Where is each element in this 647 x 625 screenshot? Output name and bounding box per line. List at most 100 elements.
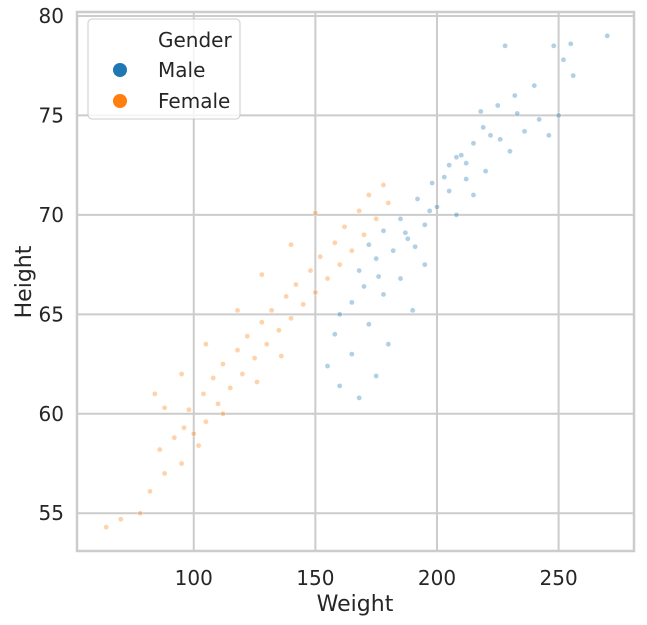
legend-box — [87, 18, 241, 120]
data-point-female — [203, 418, 209, 425]
data-point-male — [434, 204, 440, 210]
data-point-male — [507, 148, 513, 155]
data-point-female — [178, 371, 185, 377]
legend-marker-male — [113, 63, 127, 77]
legend: Gender Male Female — [87, 18, 241, 120]
data-point-female — [203, 341, 209, 347]
data-point-female — [181, 424, 187, 431]
data-point-male — [332, 331, 338, 338]
data-point-male — [373, 373, 379, 379]
data-point-male — [555, 112, 562, 119]
data-point-male — [521, 128, 528, 135]
data-point-male — [453, 212, 460, 218]
data-point-female — [373, 216, 379, 222]
data-point-female — [161, 470, 168, 477]
data-point-male — [397, 216, 404, 222]
data-point-female — [244, 333, 251, 339]
data-point-male — [385, 341, 392, 347]
data-point-female — [366, 192, 372, 198]
data-point-male — [366, 241, 372, 248]
y-tick-label: 75 — [39, 103, 64, 127]
data-point-female — [288, 315, 294, 322]
tick-labels: 100 150 200 250 55 60 65 70 75 80 — [39, 4, 578, 590]
x-tick-label: 150 — [296, 566, 334, 590]
data-point-male — [356, 267, 362, 274]
data-point-female — [356, 208, 362, 214]
data-point-female — [103, 524, 109, 530]
data-point-female — [195, 442, 202, 449]
data-point-male — [356, 395, 362, 401]
x-tick-label: 100 — [175, 566, 213, 590]
legend-label-male: Male — [158, 58, 205, 82]
data-point-female — [254, 379, 260, 385]
data-point-male — [422, 261, 428, 268]
y-tick-label: 65 — [39, 302, 64, 326]
data-point-male — [494, 102, 501, 109]
data-point-female — [234, 347, 241, 353]
data-point-male — [397, 275, 404, 282]
y-tick-label: 60 — [39, 402, 64, 426]
data-point-male — [390, 247, 397, 254]
data-point-female — [307, 267, 314, 274]
data-point-male — [458, 152, 465, 159]
data-point-male — [380, 227, 387, 234]
data-point-male — [531, 82, 538, 89]
data-point-male — [480, 124, 486, 131]
data-point-male — [512, 92, 518, 99]
data-point-female — [361, 231, 367, 238]
data-point-male — [477, 108, 484, 115]
data-point-male — [560, 56, 567, 63]
data-point-male — [412, 243, 418, 250]
data-point-female — [317, 253, 324, 260]
data-point-male — [446, 162, 452, 168]
x-axis-label: Weight — [317, 592, 394, 617]
data-point-female — [186, 406, 192, 413]
data-point-male — [349, 351, 355, 357]
data-point-female — [263, 341, 270, 347]
data-points — [103, 33, 611, 530]
data-point-male — [429, 180, 435, 186]
data-point-female — [349, 247, 355, 254]
data-point-female — [324, 275, 331, 282]
data-point-male — [441, 174, 448, 180]
data-point-female — [190, 430, 197, 437]
data-point-male — [536, 116, 542, 123]
data-point-female — [293, 281, 299, 288]
y-axis-label: Height — [12, 245, 37, 318]
data-point-male — [426, 208, 433, 214]
data-point-female — [234, 307, 241, 314]
data-point-female — [239, 371, 246, 377]
data-point-male — [570, 72, 576, 79]
data-point-male — [497, 136, 504, 143]
data-point-male — [349, 299, 355, 306]
data-point-female — [215, 401, 221, 407]
data-point-male — [463, 176, 469, 182]
legend-title: Gender — [158, 28, 232, 52]
data-point-female — [288, 241, 294, 248]
data-point-female — [276, 327, 282, 334]
data-point-female — [210, 375, 217, 381]
data-point-male — [453, 154, 460, 160]
data-point-male — [361, 283, 367, 290]
data-point-female — [283, 293, 289, 300]
data-point-male — [546, 132, 552, 139]
data-point-male — [470, 192, 477, 198]
data-point-female — [147, 488, 153, 495]
data-point-female — [259, 271, 265, 278]
data-point-male — [470, 140, 477, 147]
data-point-female — [152, 391, 158, 397]
data-point-male — [487, 132, 494, 139]
data-point-female — [380, 182, 387, 188]
y-tick-label: 80 — [39, 4, 64, 28]
data-point-male — [375, 273, 382, 280]
data-point-male — [404, 235, 411, 242]
data-point-male — [446, 188, 452, 194]
x-tick-label: 200 — [418, 566, 456, 590]
data-point-male — [514, 110, 521, 117]
data-point-female — [300, 301, 307, 308]
data-point-male — [604, 33, 611, 39]
data-point-female — [332, 239, 338, 246]
data-point-male — [366, 321, 372, 328]
data-point-female — [251, 355, 258, 361]
